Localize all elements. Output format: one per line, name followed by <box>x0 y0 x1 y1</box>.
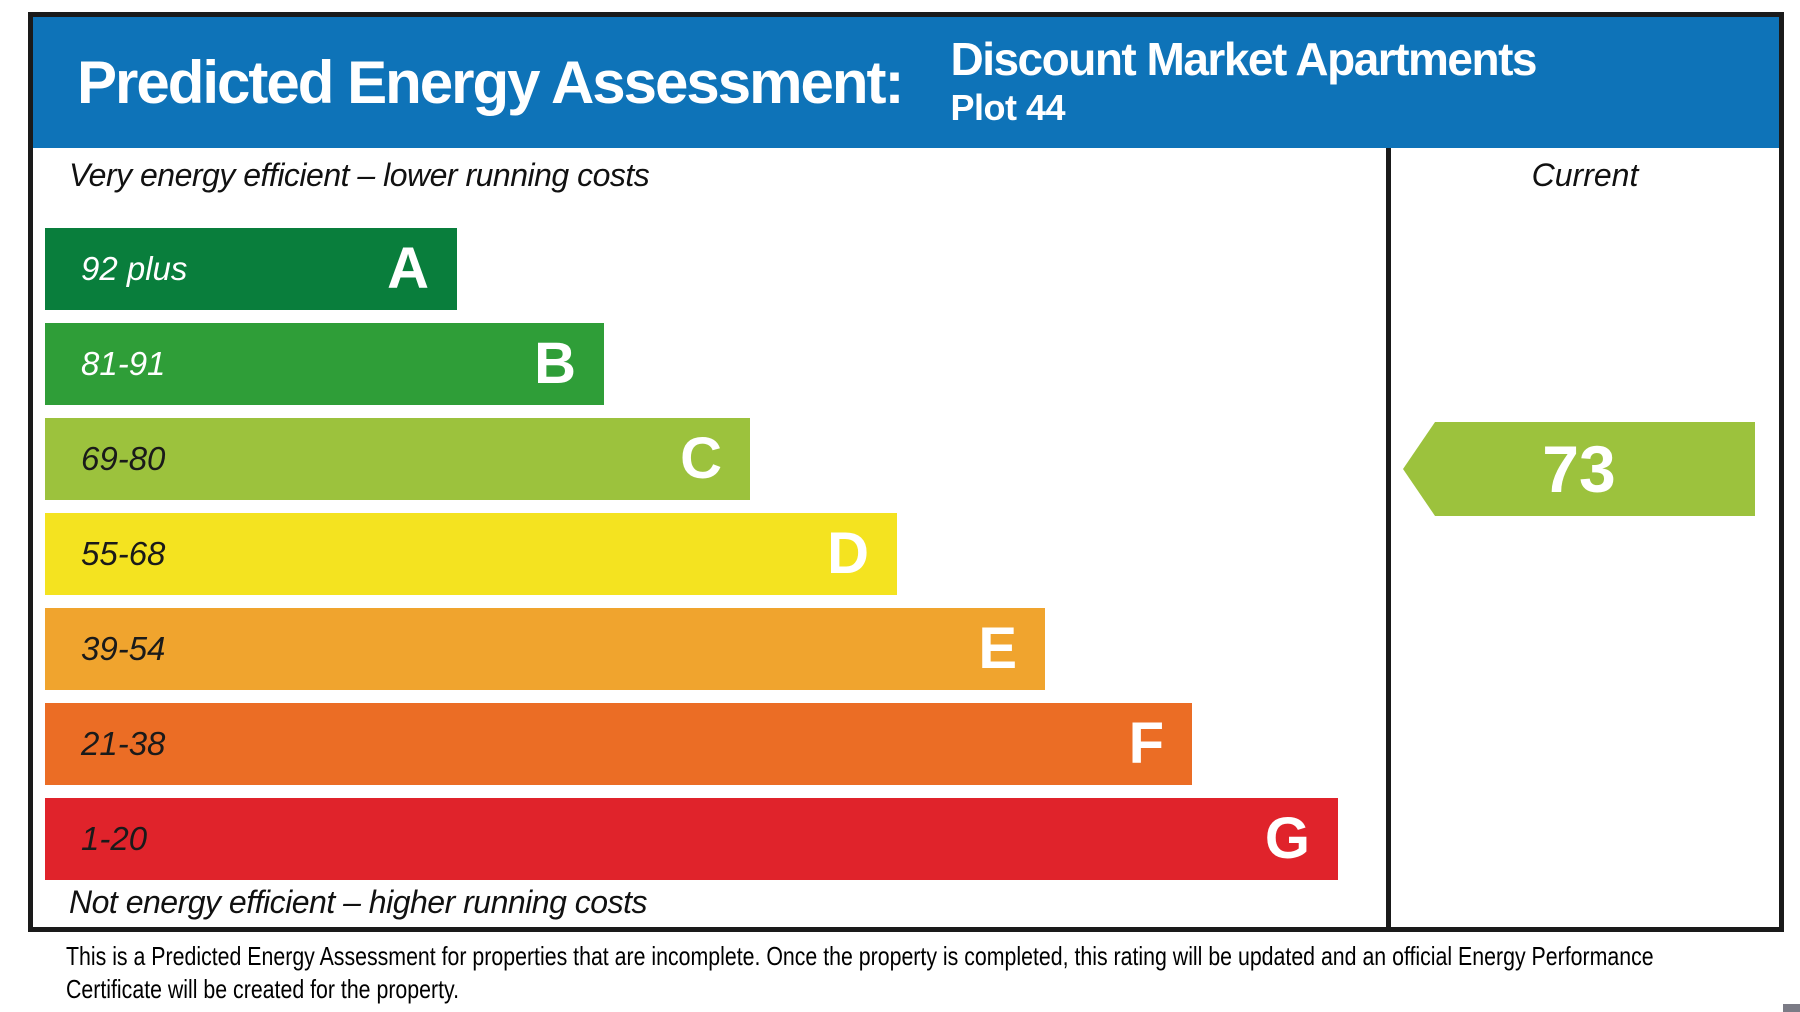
header-bar: Predicted Energy Assessment: Discount Ma… <box>33 17 1779 148</box>
page-title: Predicted Energy Assessment: <box>77 49 904 116</box>
screen-corner-artifact <box>1783 1004 1800 1012</box>
band-g: 1-20 G <box>45 798 1338 880</box>
band-range-label: 92 plus <box>81 250 188 287</box>
band-letter: B <box>534 331 576 396</box>
band-letter: A <box>387 236 429 301</box>
band-range-label: 1-20 <box>81 820 148 857</box>
band-c: 69-80 C <box>45 418 750 500</box>
column-divider <box>1386 148 1391 927</box>
bottom-caption: Not energy efficient – higher running co… <box>69 884 647 920</box>
band-f: 21-38 F <box>45 703 1192 785</box>
band-range-label: 69-80 <box>81 440 166 477</box>
band-b: 81-91 B <box>45 323 604 405</box>
band-range-label: 21-38 <box>81 725 166 762</box>
top-caption: Very energy efficient – lower running co… <box>69 157 650 193</box>
band-d: 55-68 D <box>45 513 897 595</box>
band-letter: G <box>1264 806 1310 871</box>
band-e: 39-54 E <box>45 608 1045 690</box>
footnote-line-2: Certificate will be created for the prop… <box>66 974 460 1004</box>
plot-number: Plot 44 <box>950 87 1066 129</box>
band-letter: E <box>978 616 1017 681</box>
footnote: This is a Predicted Energy Assessment fo… <box>66 940 1800 1006</box>
band-letter: D <box>827 521 869 586</box>
band-letter: C <box>680 426 722 491</box>
band-a: 92 plus A <box>45 228 457 310</box>
footnote-line-1: This is a Predicted Energy Assessment fo… <box>66 941 1654 971</box>
band-letter: F <box>1128 711 1164 776</box>
band-range-label: 55-68 <box>81 535 166 572</box>
property-block: Discount Market Apartments Plot 44 <box>950 32 1537 130</box>
current-rating-arrow: 73 <box>1403 422 1755 516</box>
band-range-label: 81-91 <box>81 345 166 382</box>
property-name: Discount Market Apartments <box>950 32 1537 85</box>
current-rating-value: 73 <box>1542 432 1616 506</box>
current-column-header: Current <box>1531 157 1639 193</box>
band-range-label: 39-54 <box>81 630 166 667</box>
